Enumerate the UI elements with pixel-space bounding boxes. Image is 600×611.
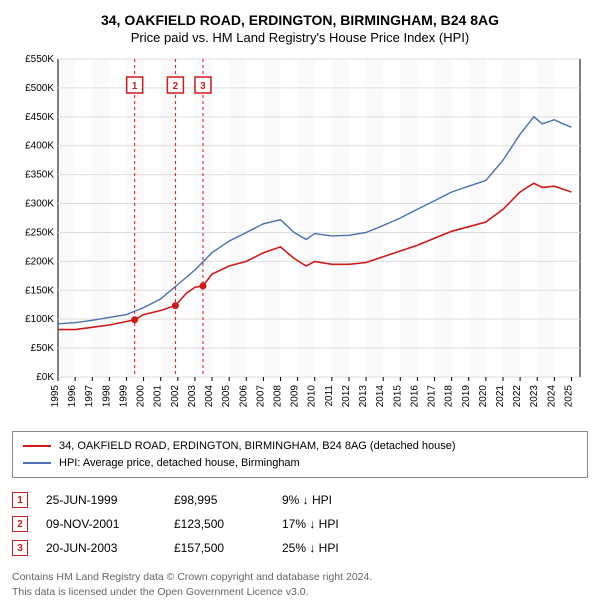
attribution-footer: Contains HM Land Registry data © Crown c… [12,570,588,599]
svg-text:2010: 2010 [307,385,318,408]
event-row: 3 20-JUN-2003 £157,500 25% ↓ HPI [12,536,588,560]
event-date: 09-NOV-2001 [46,517,156,531]
svg-text:£350K: £350K [25,170,54,181]
svg-text:£100K: £100K [25,314,54,325]
svg-text:2000: 2000 [136,385,147,408]
svg-text:1995: 1995 [50,385,61,408]
legend-label-property: 34, OAKFIELD ROAD, ERDINGTON, BIRMINGHAM… [59,438,456,455]
svg-text:1998: 1998 [101,385,112,408]
svg-text:2025: 2025 [563,385,574,408]
svg-text:2012: 2012 [341,385,352,408]
svg-text:3: 3 [200,81,206,92]
svg-text:2021: 2021 [495,385,506,408]
svg-text:2016: 2016 [409,385,420,408]
svg-text:2014: 2014 [375,385,386,408]
svg-text:2008: 2008 [272,385,283,408]
svg-text:1997: 1997 [84,385,95,408]
svg-text:2024: 2024 [546,385,557,408]
svg-text:2005: 2005 [221,385,232,408]
event-row: 2 09-NOV-2001 £123,500 17% ↓ HPI [12,512,588,536]
svg-text:2011: 2011 [324,385,335,407]
svg-text:2006: 2006 [238,385,249,408]
svg-text:2017: 2017 [427,385,438,408]
svg-text:£0K: £0K [36,372,54,383]
event-price: £98,995 [174,493,264,507]
svg-text:2013: 2013 [358,385,369,408]
event-price: £157,500 [174,541,264,555]
event-marker-1: 1 [12,492,28,508]
event-delta: 25% ↓ HPI [282,541,392,555]
event-marker-3: 3 [12,540,28,556]
svg-text:2002: 2002 [170,385,181,408]
svg-text:2009: 2009 [290,385,301,408]
chart-container: £0K £50K £100K £150K £200K £250K £300K £350K £40… [12,53,588,423]
legend-label-hpi: HPI: Average price, detached house, Birm… [59,455,300,472]
legend-swatch-property [23,445,51,447]
svg-text:£200K: £200K [25,256,54,267]
legend: 34, OAKFIELD ROAD, ERDINGTON, BIRMINGHAM… [12,431,588,478]
event-date: 25-JUN-1999 [46,493,156,507]
svg-text:1: 1 [132,81,138,92]
svg-text:£300K: £300K [25,199,54,210]
svg-text:1999: 1999 [118,385,129,408]
legend-item-hpi: HPI: Average price, detached house, Birm… [23,455,577,472]
svg-text:£50K: £50K [31,343,55,354]
event-row: 1 25-JUN-1999 £98,995 9% ↓ HPI [12,488,588,512]
svg-text:£250K: £250K [25,227,54,238]
svg-text:2019: 2019 [461,385,472,408]
svg-text:2001: 2001 [153,385,164,408]
svg-text:2: 2 [173,81,179,92]
svg-text:£500K: £500K [25,83,54,94]
legend-swatch-hpi [23,462,51,464]
events-table: 1 25-JUN-1999 £98,995 9% ↓ HPI 2 09-NOV-2001 £… [12,488,588,560]
svg-text:2007: 2007 [255,385,266,408]
svg-text:2022: 2022 [512,385,523,408]
line-chart: £0K £50K £100K £150K £200K £250K £300K £350K £40… [12,53,588,423]
svg-text:2003: 2003 [187,385,198,408]
event-delta: 9% ↓ HPI [282,493,392,507]
svg-text:2018: 2018 [444,385,455,408]
chart-subtitle: Price paid vs. HM Land Registry's House … [12,30,588,45]
svg-text:£150K: £150K [25,285,54,296]
svg-text:£400K: £400K [25,141,54,152]
event-date: 20-JUN-2003 [46,541,156,555]
event-price: £123,500 [174,517,264,531]
chart-title: 34, OAKFIELD ROAD, ERDINGTON, BIRMINGHAM… [12,12,588,28]
svg-text:2023: 2023 [529,385,540,408]
svg-text:2020: 2020 [478,385,489,408]
svg-text:2015: 2015 [392,385,403,408]
svg-text:£550K: £550K [25,54,54,65]
footer-line-1: Contains HM Land Registry data © Crown c… [12,570,588,585]
footer-line-2: This data is licensed under the Open Gov… [12,585,588,600]
event-marker-2: 2 [12,516,28,532]
svg-text:£450K: £450K [25,112,54,123]
event-delta: 17% ↓ HPI [282,517,392,531]
svg-text:2004: 2004 [204,385,215,408]
svg-text:1996: 1996 [67,385,78,408]
legend-item-property: 34, OAKFIELD ROAD, ERDINGTON, BIRMINGHAM… [23,438,577,455]
